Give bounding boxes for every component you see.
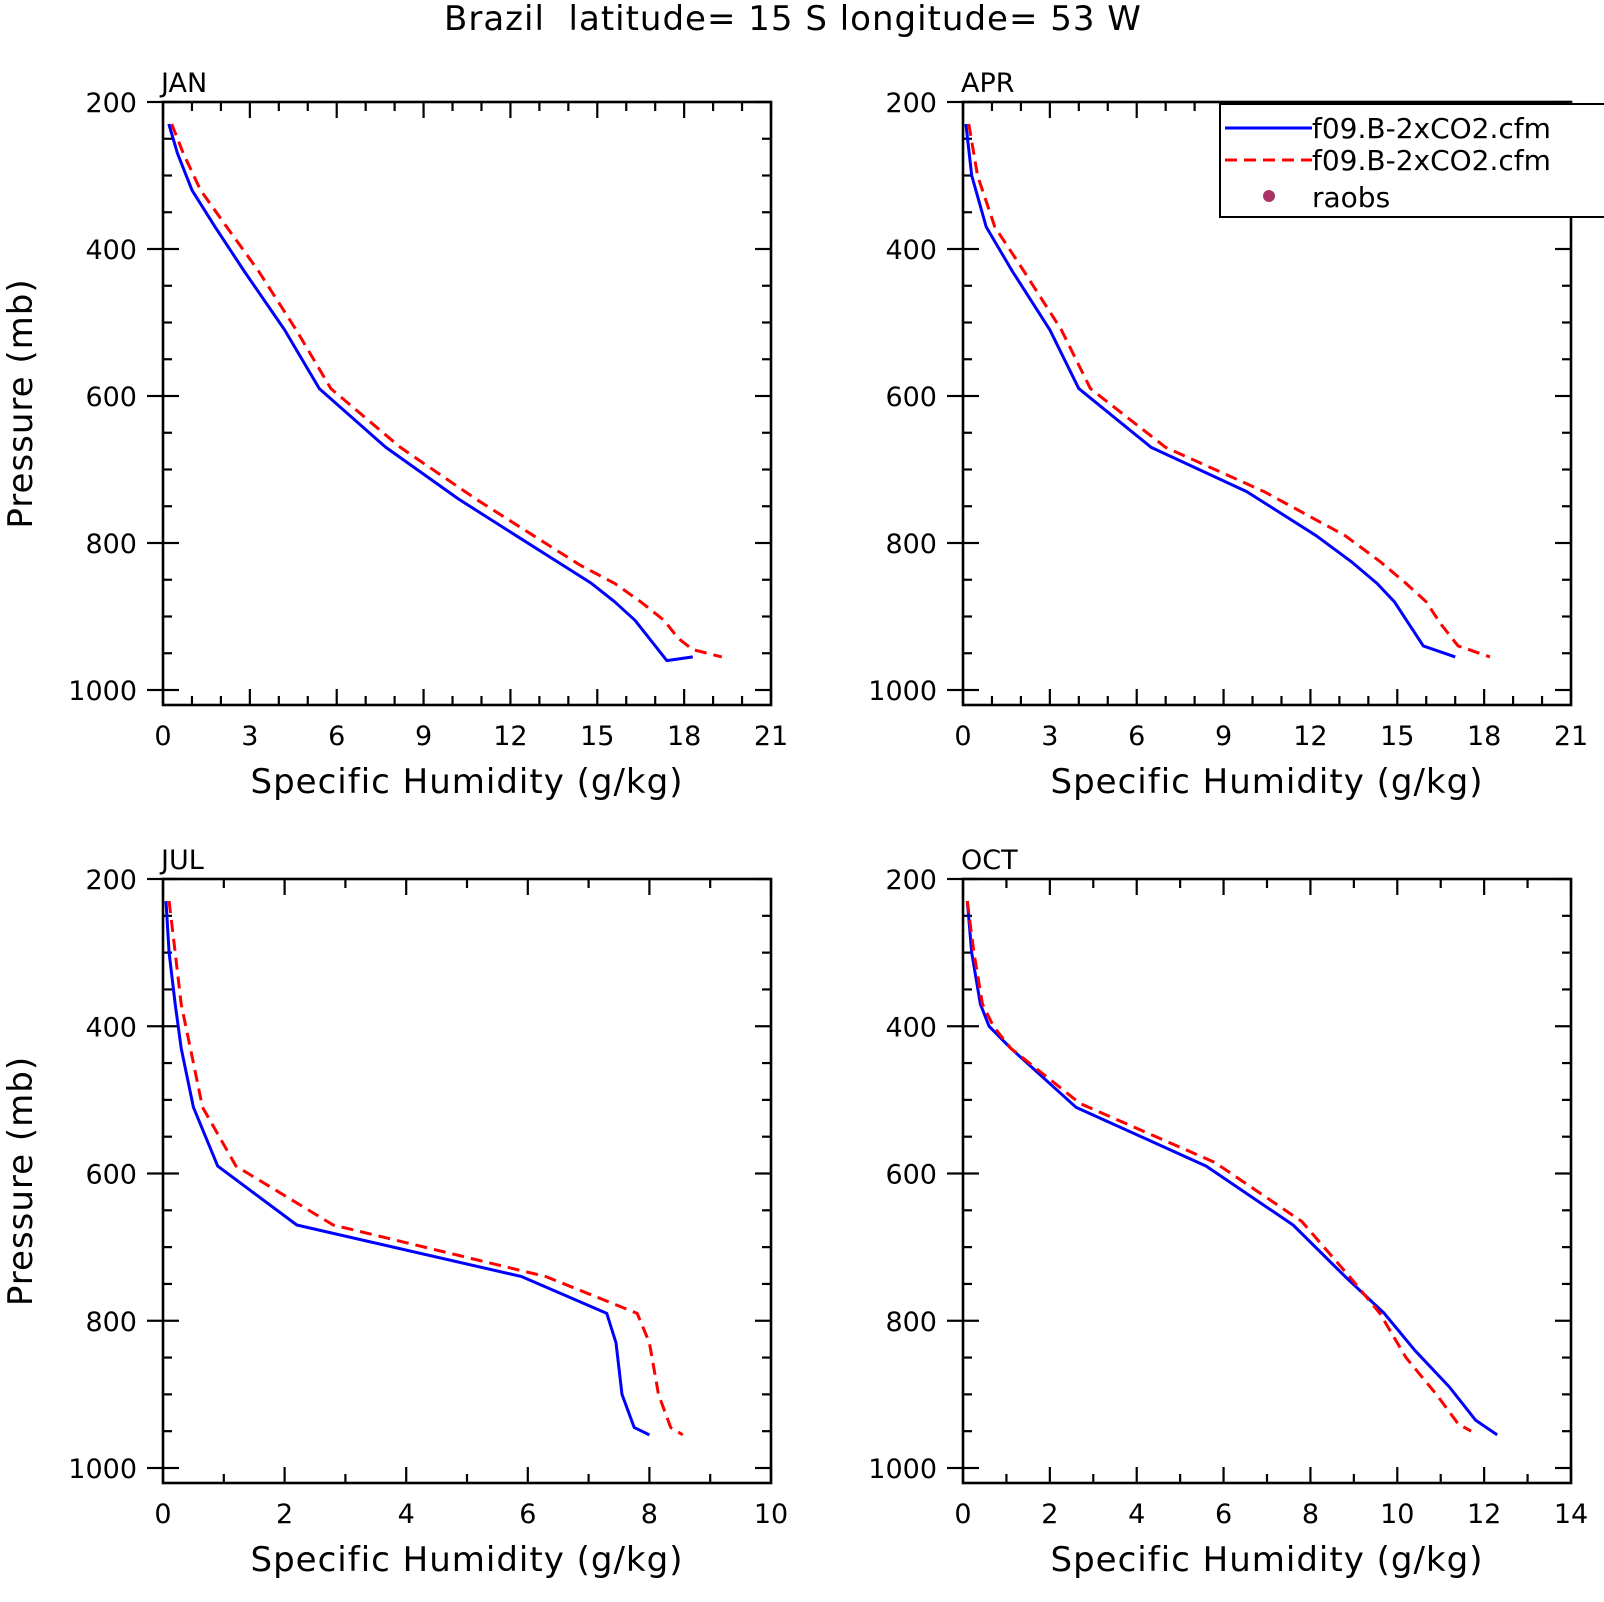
series-line-dashed xyxy=(167,900,684,1437)
y-tick-label: 600 xyxy=(85,1160,137,1191)
legend-label-raobs: raobs xyxy=(1312,181,1390,214)
x-tick-label: 12 xyxy=(1293,721,1327,752)
x-tick-label: 4 xyxy=(398,1499,415,1530)
series-line-solid xyxy=(164,901,651,1437)
plot-frame xyxy=(161,877,773,1485)
legend-label-solid: f09.B-2xCO2.cfm xyxy=(1312,112,1551,145)
series-line-dashed xyxy=(170,123,723,659)
x-tick-label: 0 xyxy=(154,1499,171,1530)
y-tick-label: 200 xyxy=(85,88,137,119)
x-tick-label: 21 xyxy=(1554,721,1588,752)
x-axis-label: Specific Humidity (g/kg) xyxy=(251,762,684,802)
x-tick-label: 3 xyxy=(1041,721,1058,752)
x-tick-label: 21 xyxy=(754,721,788,752)
y-tick-label: 400 xyxy=(85,235,137,266)
y-tick-label: 800 xyxy=(885,529,937,560)
x-tick-label: 12 xyxy=(1467,1499,1501,1530)
x-tick-label: 12 xyxy=(493,721,527,752)
y-tick-label: 600 xyxy=(85,382,137,413)
x-tick-label: 2 xyxy=(1041,1499,1058,1530)
y-tick-label: 200 xyxy=(885,865,937,896)
y-tick-label: 400 xyxy=(885,1012,937,1043)
x-tick-label: 8 xyxy=(1302,1499,1319,1530)
x-tick-label: 6 xyxy=(1215,1499,1232,1530)
legend-marker-raobs xyxy=(1263,190,1275,202)
plot-frame xyxy=(961,877,1573,1485)
x-tick-label: 18 xyxy=(667,721,701,752)
series-line-dashed xyxy=(967,123,1491,659)
y-tick-label: 1000 xyxy=(868,1454,937,1485)
y-tick-label: 400 xyxy=(85,1012,137,1043)
plot-frame xyxy=(961,100,1573,707)
y-axis-label: Pressure (mb) xyxy=(1,1056,41,1306)
y-tick-label: 800 xyxy=(85,529,137,560)
y-tick-label: 800 xyxy=(885,1307,937,1338)
x-tick-label: 6 xyxy=(328,721,345,752)
legend: f09.B-2xCO2.cfm f09.B-2xCO2.cfm raobs xyxy=(1219,103,1604,218)
figure-title: Brazil latitude= 15 S longitude= 53 W xyxy=(444,0,1142,39)
series-line-solid xyxy=(964,123,1456,659)
y-tick-label: 200 xyxy=(85,865,137,896)
y-tick-label: 600 xyxy=(885,382,937,413)
panel-title: JUL xyxy=(159,845,204,876)
x-tick-label: 3 xyxy=(241,721,258,752)
x-tick-label: 0 xyxy=(954,721,971,752)
x-tick-label: 2 xyxy=(276,1499,293,1530)
x-tick-label: 9 xyxy=(415,721,432,752)
x-axis-label: Specific Humidity (g/kg) xyxy=(251,1540,684,1580)
panel-title: APR xyxy=(961,68,1015,99)
x-tick-label: 10 xyxy=(754,1499,788,1530)
x-axis-label: Specific Humidity (g/kg) xyxy=(1051,762,1484,802)
x-axis-label: Specific Humidity (g/kg) xyxy=(1051,1540,1484,1580)
panel-jan: 200 400 600 800 1000 0 3 6 9 12 15 18 21 JAN Specific … xyxy=(1,68,788,802)
x-tick-label: 6 xyxy=(1128,721,1145,752)
x-tick-label: 6 xyxy=(519,1499,536,1530)
y-tick-label: 400 xyxy=(885,235,937,266)
x-tick-label: 9 xyxy=(1215,721,1232,752)
x-tick-label: 15 xyxy=(1380,721,1414,752)
series-line-solid xyxy=(965,900,1499,1437)
y-tick-label: 1000 xyxy=(868,676,937,707)
x-tick-label: 14 xyxy=(1554,1499,1588,1530)
y-tick-label: 600 xyxy=(885,1160,937,1191)
legend-label-dashed: f09.B-2xCO2.cfm xyxy=(1312,144,1551,177)
panel-title: OCT xyxy=(961,845,1018,876)
y-tick-label: 1000 xyxy=(68,676,137,707)
x-tick-label: 10 xyxy=(1380,1499,1414,1530)
x-tick-label: 0 xyxy=(154,721,171,752)
y-tick-label: 200 xyxy=(885,88,937,119)
x-tick-label: 8 xyxy=(641,1499,658,1530)
y-tick-label: 1000 xyxy=(68,1454,137,1485)
x-tick-label: 18 xyxy=(1467,721,1501,752)
y-axis-label: Pressure (mb) xyxy=(1,278,41,528)
y-tick-label: 800 xyxy=(85,1307,137,1338)
panel-jul: 200 400 600 800 1000 0 2 4 6 8 10 JUL Specific Humid… xyxy=(1,845,788,1580)
panel-oct: 200 400 600 800 1000 0 2 4 6 8 10 12 14 OCT Specific H… xyxy=(868,845,1588,1580)
plot-frame xyxy=(161,100,773,707)
panel-title: JAN xyxy=(159,68,207,99)
x-tick-label: 4 xyxy=(1128,1499,1145,1530)
x-tick-label: 15 xyxy=(580,721,614,752)
series-line-solid xyxy=(167,123,694,663)
x-tick-label: 0 xyxy=(954,1499,971,1530)
series-line-dashed xyxy=(965,900,1472,1433)
